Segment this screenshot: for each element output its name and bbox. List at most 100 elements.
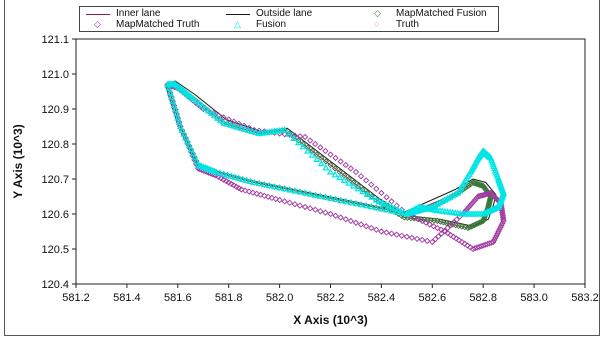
data-point-diamond [472,180,480,187]
data-point-triangle [372,203,380,211]
data-point-diamond [447,222,454,229]
data-point-diamond [362,177,370,184]
data-point-triangle [281,126,289,133]
data-point-diamond [286,199,293,206]
data-point-triangle [189,94,197,102]
data-point-triangle [173,110,181,117]
x-tick-label: 582.2 [317,292,345,304]
data-point-triangle [234,123,242,130]
data-point-diamond [327,210,334,218]
data-point-triangle [175,118,183,125]
data-point-triangle [308,151,316,158]
data-point-diamond [478,218,485,225]
data-point-triangle [294,138,302,146]
data-point-diamond [312,140,319,148]
data-point-diamond [238,186,245,193]
data-point-diamond [464,242,471,249]
data-point-diamond [378,228,385,235]
x-tick-label: 582.6 [419,292,447,304]
data-point-diamond [307,205,314,212]
data-point-triangle [285,130,293,137]
data-point-triangle [444,194,452,202]
x-tick-label: 582.4 [368,292,396,304]
legend-item-truth: ○ Truth [374,19,419,30]
data-point-diamond [301,203,309,211]
data-point-triangle [368,193,376,200]
data-point-diamond [230,182,237,189]
data-point-diamond [444,230,451,237]
legend-item-mapmatched-truth: ◇ MapMatched Truth [94,19,200,30]
data-point-diamond [337,158,344,165]
x-tick-label: 581.4 [113,292,141,304]
series-fusion [164,80,508,217]
data-point-triangle [250,178,258,186]
data-point-diamond [296,202,304,209]
data-point-triangle [183,138,191,145]
data-point-triangle [291,187,299,194]
data-point-diamond [368,224,375,232]
y-tick-label: 120.7 [41,174,69,186]
data-point-triangle [377,205,385,212]
data-point-triangle [171,105,179,113]
data-point-triangle [413,204,421,211]
data-point-triangle [326,168,335,175]
data-point-diamond [426,221,433,228]
data-point-triangle [230,122,238,129]
legend-item-mapmatched-fusion: ◇ MapMatched Fusion [374,8,487,19]
legend-label-mapmatched-truth: MapMatched Truth [116,19,200,30]
data-point-diamond [455,237,463,244]
data-point-diamond [368,181,375,188]
data-point-diamond [411,214,418,221]
data-point-diamond [422,219,430,226]
data-point-diamond [347,165,354,172]
data-point-diamond [312,206,319,213]
y-tick-label: 121.1 [41,34,69,46]
data-point-diamond [332,154,339,162]
data-point-triangle [255,179,263,187]
data-point-diamond [450,219,457,226]
data-point-triangle [336,173,344,181]
data-point-triangle [433,200,441,207]
data-point-diamond [225,179,232,186]
data-point-diamond [413,235,421,242]
data-point-diamond [434,224,441,232]
data-point-diamond [418,236,426,244]
data-point-diamond [350,179,357,186]
data-point-triangle [304,147,312,154]
data-point-triangle [321,193,329,200]
data-point-triangle [195,99,203,106]
data-point-diamond [418,217,426,225]
x-tick-label: 582.8 [469,292,497,304]
data-point-diamond [342,216,349,223]
data-point-diamond [393,231,400,238]
data-point-diamond [291,201,299,208]
data-point-diamond [447,231,454,239]
data-point-diamond [304,144,311,151]
legend-label-inner-lane: Inner lane [116,8,161,19]
data-point-triangle [281,185,289,192]
data-point-diamond [327,161,334,169]
x-axis-label: X Axis (10^3) [293,313,368,327]
data-point-diamond [415,216,422,223]
data-point-triangle [248,127,256,134]
data-point-triangle [194,161,202,168]
data-point-triangle [316,192,324,199]
data-point-diamond [362,223,370,230]
data-point-triangle [331,171,339,178]
data-point-triangle [296,188,304,195]
y-tick-label: 120.4 [41,279,69,291]
y-tick-label: 121.0 [41,69,69,81]
data-point-triangle [220,119,228,126]
series-layer [164,80,508,253]
data-point-triangle [216,169,224,176]
data-point-triangle [354,185,362,192]
legend-item-outside-lane: Outside lane [226,8,312,19]
data-point-triangle [235,174,243,181]
data-point-triangle [165,84,173,92]
data-point-diamond [295,137,302,144]
legend-swatch-inner-lane [86,14,110,15]
data-point-triangle [191,153,199,160]
data-point-triangle [227,172,235,179]
data-point-triangle [393,208,401,215]
data-point-triangle [378,199,386,206]
